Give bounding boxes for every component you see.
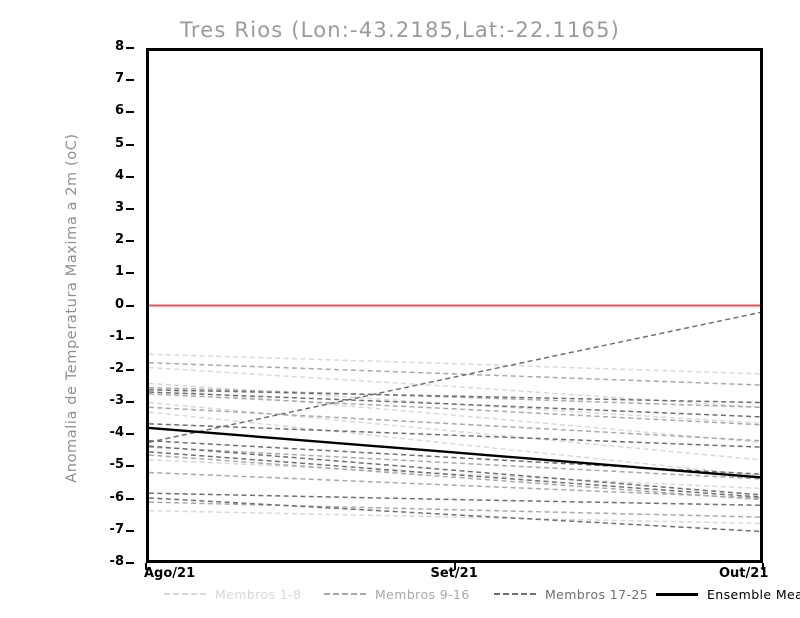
y-tick-mark <box>126 433 134 436</box>
x-tick-label: Ago/21 <box>144 566 196 581</box>
member-line <box>149 445 760 496</box>
y-tick-label: 1 <box>114 264 124 280</box>
member-line <box>149 501 760 518</box>
plot-area <box>146 48 763 563</box>
member-line <box>149 366 760 409</box>
legend-swatch <box>164 593 206 595</box>
y-tick-label: -5 <box>109 457 124 473</box>
page-title: Tres Rios (Lon:-43.2185,Lat:-22.1165) <box>179 18 621 42</box>
member-line <box>149 423 760 448</box>
legend-label: Membros 17-25 <box>545 586 649 602</box>
y-tick-mark <box>126 47 134 49</box>
y-tick-label: 2 <box>114 232 124 248</box>
y-tick-label: 8 <box>114 39 124 54</box>
member-line <box>149 471 760 499</box>
y-tick-mark <box>126 207 134 210</box>
legend-swatch <box>494 593 536 595</box>
member-line <box>149 393 760 426</box>
y-tick-mark <box>126 304 134 307</box>
ensemble-mean-line <box>149 426 760 479</box>
x-tick-label: Set/21 <box>430 566 478 581</box>
y-tick-label: -3 <box>109 393 124 409</box>
legend-item[interactable]: Membros 9-16 <box>324 585 470 603</box>
legend-item[interactable]: Ensemble Mean <box>656 585 800 603</box>
member-line <box>149 497 760 533</box>
member-line <box>149 391 760 418</box>
y-tick-label: -2 <box>109 360 124 376</box>
y-tick-label: 5 <box>114 135 124 151</box>
y-tick-label: 3 <box>114 199 124 215</box>
x-tick-mark <box>762 563 764 570</box>
y-tick-mark <box>126 79 134 82</box>
chart-legend: Membros 1-8 Membros 9-16 Membros 17-25 Ense… <box>146 585 800 605</box>
y-tick-mark <box>126 240 134 243</box>
y-tick-label: -7 <box>109 521 124 537</box>
y-tick-label: 6 <box>114 103 124 119</box>
y-tick-mark <box>126 175 134 178</box>
y-tick-label: 0 <box>114 296 124 312</box>
y-tick-label: -6 <box>109 489 124 505</box>
y-tick-mark <box>126 336 134 339</box>
member-line <box>149 362 760 386</box>
legend-item[interactable]: Membros 17-25 <box>494 585 648 603</box>
member-line <box>149 492 760 507</box>
member-line <box>149 382 760 424</box>
y-tick-mark <box>126 111 134 114</box>
legend-swatch <box>324 593 366 595</box>
y-tick-mark <box>126 143 134 146</box>
member-line <box>149 451 760 498</box>
member-line <box>149 401 760 461</box>
y-tick-label: -1 <box>109 328 124 344</box>
member-line <box>149 454 760 501</box>
y-tick-label: -4 <box>109 425 124 441</box>
y-axis-title: Anomalia de Temperatura Maxima a 2m (oC) <box>64 133 80 483</box>
member-line <box>149 411 760 477</box>
member-line <box>149 353 760 375</box>
y-tick-label: 4 <box>114 167 124 183</box>
member-line <box>149 386 760 409</box>
y-tick-mark <box>126 272 134 275</box>
x-tick-mark <box>145 563 147 570</box>
x-tick-mark <box>453 563 456 570</box>
y-tick-mark <box>126 529 134 532</box>
member-line <box>149 446 760 480</box>
member-line <box>149 388 760 444</box>
member-line <box>149 406 760 442</box>
legend-swatch <box>656 592 698 596</box>
member-line <box>149 389 760 404</box>
y-tick-mark <box>126 465 134 468</box>
legend-label: Membros 1-8 <box>215 586 302 602</box>
legend-label: Ensemble Mean <box>707 586 800 602</box>
y-tick-mark <box>126 401 134 404</box>
x-tick-label: Out/21 <box>719 566 769 581</box>
legend-item[interactable]: Membros 1-8 <box>164 585 301 603</box>
member-line <box>149 509 760 525</box>
y-tick-label: 7 <box>114 71 124 87</box>
y-tick-mark <box>126 562 134 564</box>
y-tick-label: -8 <box>109 554 124 569</box>
y-tick-mark <box>126 368 134 371</box>
ensemble-lines-svg <box>149 304 760 533</box>
member-line <box>149 311 760 444</box>
y-tick-mark <box>126 497 134 500</box>
legend-label: Membros 9-16 <box>375 586 470 602</box>
